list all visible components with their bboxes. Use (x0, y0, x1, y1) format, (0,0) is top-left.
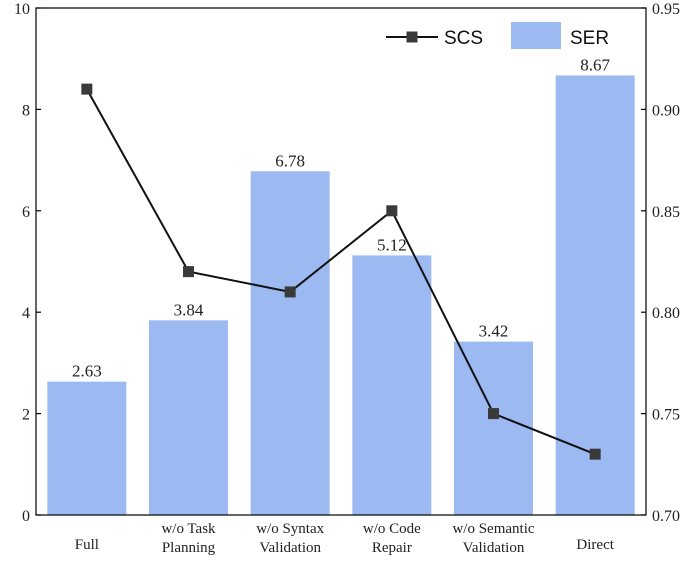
scs-point (589, 448, 601, 460)
bar-value-label: 3.42 (479, 322, 509, 341)
scs-point (183, 266, 194, 278)
scs-point (488, 408, 499, 420)
scs-point (284, 286, 296, 298)
scs-line (85, 88, 596, 456)
bar-value-label: 8.67 (580, 55, 610, 74)
category-label: w/o Code (363, 521, 421, 537)
bar-ser (555, 75, 635, 515)
legend-scs-marker (406, 31, 418, 43)
category-label: Direct (576, 537, 614, 553)
category-label: w/o Syntax (256, 521, 324, 537)
axes-layer: 0 2 4 6 8 10 0.70 0.75 0.80 0.85 0.90 0.95 Full w/o T… (14, 1, 680, 556)
bar-ser (149, 320, 228, 515)
bar-ser (454, 341, 533, 515)
category-label: Full (75, 537, 99, 553)
bar-ser (250, 171, 330, 515)
bar-ser (47, 381, 127, 515)
category-label: Validation (463, 540, 525, 556)
right-tick-label: 0.95 (652, 1, 680, 18)
legend-ser-swatch (511, 22, 561, 49)
right-tick-label: 0.85 (652, 204, 680, 221)
scs-point (386, 205, 398, 217)
right-tick-label: 0.80 (652, 305, 680, 322)
right-tick-label: 0.70 (652, 508, 680, 525)
legend-scs-label: SCS (444, 28, 483, 49)
bar-ser (352, 255, 432, 515)
bars-layer (47, 75, 635, 515)
bar-value-label: 5.12 (377, 235, 407, 254)
line-layer (81, 83, 601, 460)
scs-point (81, 83, 93, 95)
left-tick-label: 10 (14, 1, 30, 18)
left-tick-label: 0 (22, 508, 30, 525)
category-label: w/o Semantic (452, 521, 534, 537)
bar-value-label: 6.78 (275, 151, 305, 170)
category-label: Validation (259, 540, 321, 556)
category-label: Repair (372, 540, 412, 556)
legend-ser-label: SER (570, 28, 609, 49)
bar-value-label: 2.63 (72, 362, 102, 381)
category-label: w/o Task (161, 521, 216, 537)
right-tick-label: 0.90 (652, 102, 680, 119)
right-tick-label: 0.75 (652, 407, 680, 424)
left-tick-label: 8 (22, 102, 30, 119)
labels-layer: 2.63 3.84 6.78 5.12 3.42 8.67 (72, 55, 611, 380)
bar-value-label: 3.84 (174, 300, 204, 319)
legend: SCS SER (386, 22, 609, 49)
left-tick-label: 6 (22, 204, 30, 221)
category-label: Planning (162, 540, 216, 556)
left-tick-label: 4 (22, 305, 30, 322)
plot-frame (35, 7, 647, 516)
left-tick-label: 2 (22, 407, 30, 424)
